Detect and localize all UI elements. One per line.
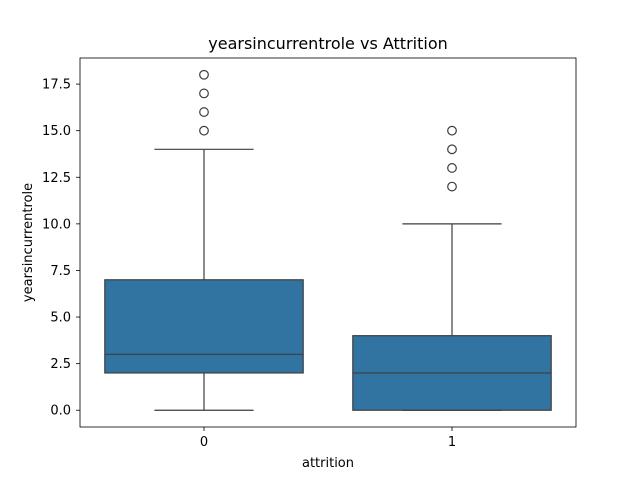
- y-tick-label: 15.0: [42, 124, 71, 139]
- y-tick-label: 5.0: [50, 311, 71, 326]
- y-axis-label: yearsincurrentrole: [21, 183, 36, 302]
- box-iqr: [104, 279, 304, 374]
- outlier-point: [199, 107, 209, 117]
- chart-title: yearsincurrentrole vs Attrition: [208, 34, 448, 53]
- outlier-point: [199, 88, 209, 99]
- outlier-point: [447, 163, 457, 173]
- outlier-point: [447, 181, 457, 192]
- outlier-point: [447, 144, 457, 155]
- y-tick-label: 7.5: [50, 264, 71, 279]
- box-group-1: [352, 125, 552, 411]
- y-tick-label: 12.5: [42, 171, 71, 186]
- outlier-point: [447, 125, 457, 136]
- outlier-point: [199, 69, 209, 80]
- y-tick-label: 2.5: [50, 357, 71, 372]
- y-tick-label: 10.0: [42, 217, 71, 232]
- x-axis-label: attrition: [302, 456, 354, 471]
- outlier-point: [199, 125, 209, 136]
- plot-frame: [79, 57, 577, 428]
- box-group-0: [104, 69, 304, 411]
- y-axis: 0.0 2.5 5.0 7.5 10.0 12.5 15.0 17.5: [42, 78, 80, 419]
- y-tick-label: 17.5: [42, 78, 71, 93]
- y-tick-label: 0.0: [50, 404, 71, 419]
- boxes-layer: [104, 69, 552, 411]
- x-tick-label: 1: [448, 435, 456, 450]
- x-tick-label: 0: [200, 435, 208, 450]
